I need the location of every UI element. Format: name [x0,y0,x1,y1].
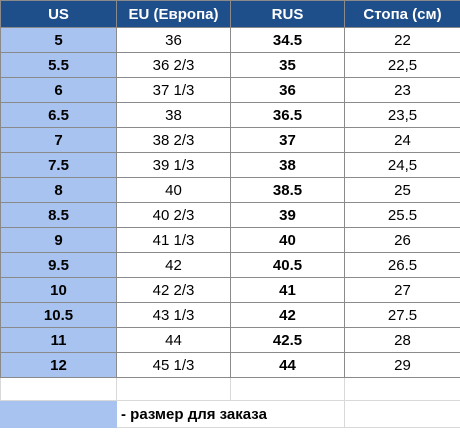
empty-row [0,377,460,401]
header-us: US [0,0,117,28]
table-header: US EU (Европа) RUS Стопа (см) [0,0,460,28]
foot-length-cell: 25.5 [344,202,460,228]
size-chart-table: US EU (Европа) RUS Стопа (см) 5 36 34.5 … [0,0,460,428]
us-size-cell: 12 [0,352,117,378]
us-size-cell: 5.5 [0,52,117,78]
legend-text: - размер для заказа [116,400,345,428]
us-size-cell: 6.5 [0,102,117,128]
table-row: 12 45 1/3 44 29 [0,352,460,378]
foot-length-cell: 27.5 [344,302,460,328]
rus-size-cell: 41 [230,277,345,303]
us-size-cell: 11 [0,327,117,353]
table-row: 11 44 42.5 28 [0,327,460,353]
header-rus: RUS [230,0,345,28]
empty-cell [0,377,117,401]
us-size-cell: 9 [0,227,117,253]
header-row: US EU (Европа) RUS Стопа (см) [0,0,460,28]
eu-size-cell: 36 [116,27,231,53]
foot-length-cell: 24 [344,127,460,153]
eu-size-cell: 45 1/3 [116,352,231,378]
rus-size-cell: 34.5 [230,27,345,53]
foot-length-cell: 22,5 [344,52,460,78]
eu-size-cell: 38 2/3 [116,127,231,153]
header-foot-length: Стопа (см) [344,0,460,28]
rus-size-cell: 36.5 [230,102,345,128]
table-row: 8.5 40 2/3 39 25.5 [0,202,460,228]
rus-size-cell: 38.5 [230,177,345,203]
us-size-cell: 5 [0,27,117,53]
rus-size-cell: 39 [230,202,345,228]
foot-length-cell: 22 [344,27,460,53]
table-row: 9 41 1/3 40 26 [0,227,460,253]
rus-size-cell: 35 [230,52,345,78]
eu-size-cell: 44 [116,327,231,353]
legend-color-swatch [0,400,117,428]
table-row: 5.5 36 2/3 35 22,5 [0,52,460,78]
rus-size-cell: 40 [230,227,345,253]
foot-length-cell: 25 [344,177,460,203]
foot-length-cell: 23 [344,77,460,103]
foot-length-cell: 29 [344,352,460,378]
empty-cell [344,400,460,428]
rus-size-cell: 44 [230,352,345,378]
rus-size-cell: 36 [230,77,345,103]
eu-size-cell: 40 2/3 [116,202,231,228]
eu-size-cell: 42 [116,252,231,278]
rus-size-cell: 42.5 [230,327,345,353]
eu-size-cell: 37 1/3 [116,77,231,103]
foot-length-cell: 28 [344,327,460,353]
rus-size-cell: 40.5 [230,252,345,278]
table-row: 7.5 39 1/3 38 24,5 [0,152,460,178]
foot-length-cell: 24,5 [344,152,460,178]
eu-size-cell: 43 1/3 [116,302,231,328]
us-size-cell: 9.5 [0,252,117,278]
header-eu: EU (Европа) [116,0,231,28]
foot-length-cell: 27 [344,277,460,303]
eu-size-cell: 36 2/3 [116,52,231,78]
table-row: 10.5 43 1/3 42 27.5 [0,302,460,328]
us-size-cell: 7.5 [0,152,117,178]
legend-row: - размер для заказа [0,400,460,428]
table-row: 7 38 2/3 37 24 [0,127,460,153]
table-body: 5 36 34.5 22 5.5 36 2/3 35 22,5 6 37 1/3… [0,27,460,428]
foot-length-cell: 26.5 [344,252,460,278]
eu-size-cell: 40 [116,177,231,203]
foot-length-cell: 26 [344,227,460,253]
us-size-cell: 8 [0,177,117,203]
empty-cell [344,377,460,401]
table-row: 6.5 38 36.5 23,5 [0,102,460,128]
table-row: 8 40 38.5 25 [0,177,460,203]
us-size-cell: 8.5 [0,202,117,228]
eu-size-cell: 41 1/3 [116,227,231,253]
us-size-cell: 10.5 [0,302,117,328]
table-row: 5 36 34.5 22 [0,27,460,53]
foot-length-cell: 23,5 [344,102,460,128]
us-size-cell: 7 [0,127,117,153]
us-size-cell: 6 [0,77,117,103]
us-size-cell: 10 [0,277,117,303]
empty-cell [230,377,345,401]
eu-size-cell: 39 1/3 [116,152,231,178]
table-row: 6 37 1/3 36 23 [0,77,460,103]
rus-size-cell: 38 [230,152,345,178]
eu-size-cell: 38 [116,102,231,128]
table-row: 9.5 42 40.5 26.5 [0,252,460,278]
eu-size-cell: 42 2/3 [116,277,231,303]
rus-size-cell: 42 [230,302,345,328]
empty-cell [116,377,231,401]
rus-size-cell: 37 [230,127,345,153]
table-row: 10 42 2/3 41 27 [0,277,460,303]
